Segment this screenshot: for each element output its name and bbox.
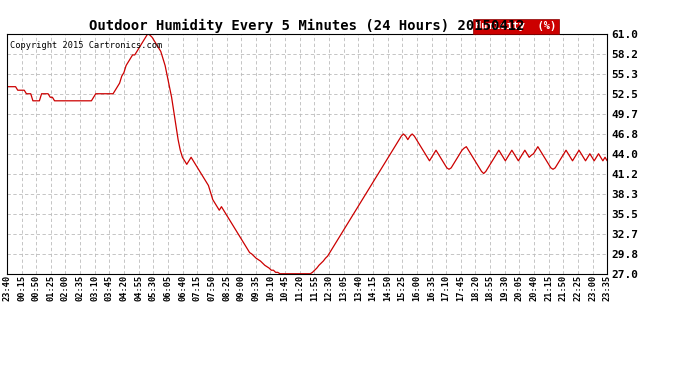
Text: Copyright 2015 Cartronics.com: Copyright 2015 Cartronics.com — [10, 41, 162, 50]
Text: Humidity  (%): Humidity (%) — [475, 21, 556, 32]
Title: Outdoor Humidity Every 5 Minutes (24 Hours) 20150412: Outdoor Humidity Every 5 Minutes (24 Hou… — [89, 18, 525, 33]
